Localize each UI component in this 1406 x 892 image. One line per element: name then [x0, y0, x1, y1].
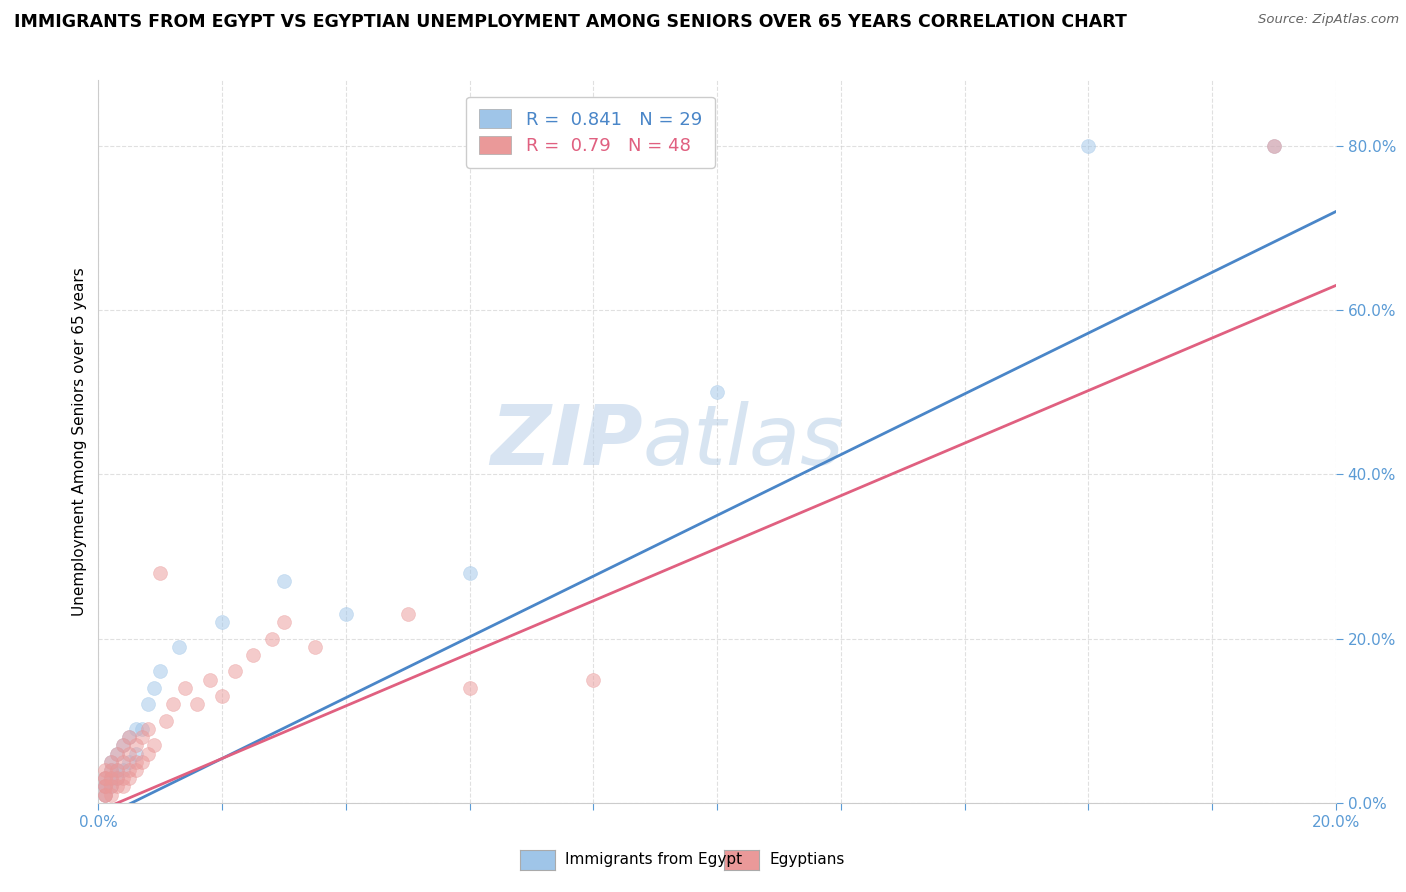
Point — [100, 763, 122, 777]
Point — [100, 763, 122, 777]
Point — [458, 566, 481, 580]
Point — [93, 788, 115, 802]
Point — [706, 385, 728, 400]
Point — [211, 689, 233, 703]
Text: Immigrants from Egypt: Immigrants from Egypt — [565, 853, 742, 867]
Point — [396, 607, 419, 621]
Text: Source: ZipAtlas.com: Source: ZipAtlas.com — [1258, 13, 1399, 27]
Point — [118, 763, 141, 777]
Point — [100, 780, 122, 794]
Point — [1263, 139, 1285, 153]
Point — [100, 780, 122, 794]
Point — [124, 739, 146, 753]
Point — [105, 771, 128, 785]
Point — [93, 780, 115, 794]
Point — [93, 788, 115, 802]
Point — [260, 632, 283, 646]
Point — [273, 615, 295, 630]
Point — [335, 607, 357, 621]
Point — [162, 698, 184, 712]
Point — [155, 714, 177, 728]
Point — [93, 763, 115, 777]
Point — [93, 780, 115, 794]
Point — [112, 771, 135, 785]
Point — [124, 755, 146, 769]
Point — [93, 771, 115, 785]
Point — [131, 755, 153, 769]
Point — [149, 566, 172, 580]
Point — [186, 698, 208, 712]
Point — [105, 747, 128, 761]
Point — [167, 640, 190, 654]
Point — [458, 681, 481, 695]
Point — [100, 771, 122, 785]
Point — [131, 722, 153, 736]
Point — [224, 665, 246, 679]
Point — [105, 747, 128, 761]
Point — [118, 755, 141, 769]
Point — [118, 730, 141, 744]
Point — [273, 574, 295, 588]
Point — [105, 780, 128, 794]
Point — [149, 665, 172, 679]
Point — [124, 747, 146, 761]
Point — [100, 788, 122, 802]
Point — [118, 730, 141, 744]
Point — [93, 780, 115, 794]
Text: atlas: atlas — [643, 401, 845, 482]
Point — [100, 771, 122, 785]
Point — [112, 763, 135, 777]
Point — [143, 681, 166, 695]
Point — [1263, 139, 1285, 153]
Point — [112, 739, 135, 753]
Point — [136, 698, 159, 712]
Point — [118, 747, 141, 761]
Point — [93, 771, 115, 785]
Point — [93, 771, 115, 785]
Y-axis label: Unemployment Among Seniors over 65 years: Unemployment Among Seniors over 65 years — [72, 268, 87, 615]
Point — [93, 788, 115, 802]
Point — [105, 771, 128, 785]
Point — [124, 763, 146, 777]
Point — [304, 640, 326, 654]
Point — [582, 673, 605, 687]
Point — [93, 780, 115, 794]
Point — [112, 780, 135, 794]
Point — [105, 763, 128, 777]
Point — [1077, 139, 1099, 153]
Point — [242, 648, 264, 662]
Point — [100, 755, 122, 769]
Point — [118, 771, 141, 785]
Text: ZIP: ZIP — [491, 401, 643, 482]
Point — [100, 755, 122, 769]
Point — [124, 722, 146, 736]
Point — [136, 722, 159, 736]
Point — [131, 730, 153, 744]
Point — [112, 755, 135, 769]
Point — [136, 747, 159, 761]
Point — [174, 681, 197, 695]
Point — [105, 763, 128, 777]
Point — [112, 739, 135, 753]
Point — [143, 739, 166, 753]
Text: Egyptians: Egyptians — [769, 853, 845, 867]
Point — [211, 615, 233, 630]
Point — [198, 673, 221, 687]
Legend: R =  0.841   N = 29, R =  0.79   N = 48: R = 0.841 N = 29, R = 0.79 N = 48 — [467, 96, 714, 168]
Text: IMMIGRANTS FROM EGYPT VS EGYPTIAN UNEMPLOYMENT AMONG SENIORS OVER 65 YEARS CORRE: IMMIGRANTS FROM EGYPT VS EGYPTIAN UNEMPL… — [14, 13, 1128, 31]
